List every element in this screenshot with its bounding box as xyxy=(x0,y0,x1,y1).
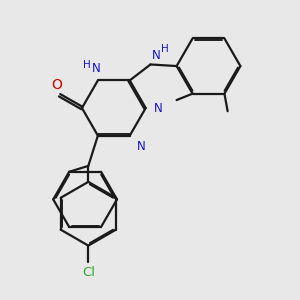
Text: H: H xyxy=(161,44,169,54)
Text: N: N xyxy=(152,49,161,62)
Text: N: N xyxy=(92,61,100,74)
Text: H: H xyxy=(83,60,91,70)
Text: N: N xyxy=(136,140,145,153)
Text: Cl: Cl xyxy=(82,266,95,279)
Text: O: O xyxy=(52,78,62,92)
Text: N: N xyxy=(154,101,163,115)
